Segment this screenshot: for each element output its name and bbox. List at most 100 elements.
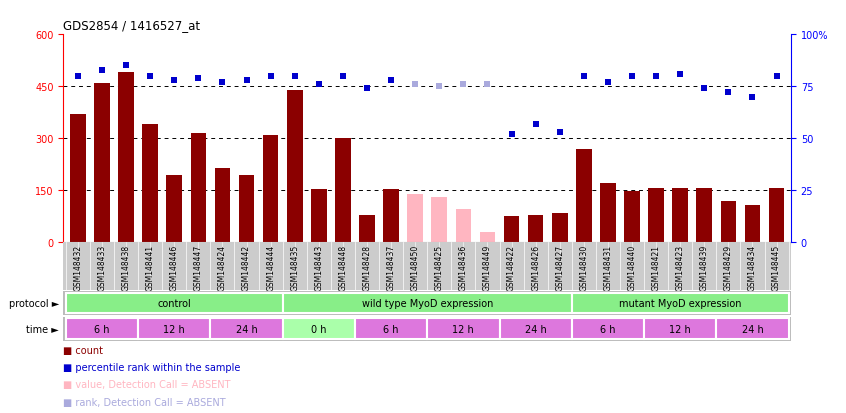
Bar <box>167 176 182 243</box>
Text: GSM148438: GSM148438 <box>122 244 130 290</box>
Point <box>168 78 181 84</box>
Text: 6 h: 6 h <box>94 324 110 334</box>
Text: 6 h: 6 h <box>600 324 616 334</box>
Text: wild type MyoD expression: wild type MyoD expression <box>361 299 493 309</box>
Bar <box>717 319 788 339</box>
Text: GSM148428: GSM148428 <box>362 244 371 290</box>
Point <box>432 84 446 90</box>
Text: GSM148422: GSM148422 <box>507 244 516 290</box>
Text: 24 h: 24 h <box>742 324 763 334</box>
Bar <box>118 73 134 243</box>
Bar <box>190 134 206 243</box>
Text: ■ count: ■ count <box>63 345 103 355</box>
Point <box>505 131 519 138</box>
Point <box>481 82 494 88</box>
Point <box>722 90 735 97</box>
Bar <box>600 184 616 243</box>
Bar <box>572 294 788 313</box>
Point <box>216 80 229 86</box>
Bar <box>408 195 423 243</box>
Text: 12 h: 12 h <box>163 324 185 334</box>
Bar <box>769 188 784 243</box>
Bar <box>287 90 303 243</box>
Text: GSM148432: GSM148432 <box>74 244 82 290</box>
Bar <box>335 139 351 243</box>
Point <box>191 76 205 82</box>
Text: GSM148444: GSM148444 <box>266 244 275 290</box>
Point <box>553 129 567 136</box>
Bar <box>283 294 572 313</box>
Point <box>360 86 374 93</box>
Text: GSM148427: GSM148427 <box>555 244 564 290</box>
Text: GSM148442: GSM148442 <box>242 244 251 290</box>
Text: protocol ►: protocol ► <box>9 299 59 309</box>
Bar <box>503 217 519 243</box>
Bar <box>431 198 447 243</box>
Bar <box>576 150 591 243</box>
Bar <box>66 319 138 339</box>
Bar <box>239 176 255 243</box>
Point <box>336 74 349 80</box>
Text: GSM148434: GSM148434 <box>748 244 757 290</box>
Point <box>745 94 759 101</box>
Point <box>409 82 422 88</box>
Point <box>264 74 277 80</box>
Bar <box>455 210 471 243</box>
Text: GSM148421: GSM148421 <box>651 244 661 290</box>
Point <box>96 67 109 74</box>
Point <box>529 121 542 128</box>
Text: GSM148440: GSM148440 <box>628 244 636 290</box>
Text: GSM148435: GSM148435 <box>290 244 299 290</box>
Bar <box>383 189 399 243</box>
Bar <box>499 319 572 339</box>
Text: control: control <box>157 299 191 309</box>
Point <box>770 74 783 80</box>
Point <box>650 74 663 80</box>
Text: time ►: time ► <box>26 324 59 334</box>
Bar <box>138 319 211 339</box>
Point <box>384 78 398 84</box>
Text: GDS2854 / 1416527_at: GDS2854 / 1416527_at <box>63 19 201 32</box>
Bar <box>66 294 283 313</box>
Text: GSM148437: GSM148437 <box>387 244 396 290</box>
Bar <box>142 125 158 243</box>
Point <box>697 86 711 93</box>
Point <box>119 63 133 69</box>
Text: GSM148433: GSM148433 <box>97 244 107 290</box>
Text: GSM148450: GSM148450 <box>410 244 420 290</box>
Text: GSM148449: GSM148449 <box>483 244 492 290</box>
Text: GSM148431: GSM148431 <box>603 244 613 290</box>
Text: 12 h: 12 h <box>669 324 691 334</box>
Bar <box>721 201 736 243</box>
Text: GSM148448: GSM148448 <box>338 244 348 290</box>
Bar <box>263 135 278 243</box>
Text: 12 h: 12 h <box>453 324 475 334</box>
Text: 24 h: 24 h <box>525 324 547 334</box>
Point <box>577 74 591 80</box>
Bar <box>673 188 688 243</box>
Text: GSM148423: GSM148423 <box>676 244 684 290</box>
Text: GSM148439: GSM148439 <box>700 244 709 290</box>
Bar <box>283 319 355 339</box>
Bar <box>360 215 375 243</box>
Bar <box>644 319 717 339</box>
Bar <box>215 169 230 243</box>
Bar <box>311 189 327 243</box>
Bar <box>528 215 543 243</box>
Text: GSM148447: GSM148447 <box>194 244 203 290</box>
Text: GSM148443: GSM148443 <box>315 244 323 290</box>
Point <box>288 74 301 80</box>
Bar <box>480 233 495 243</box>
Text: GSM148445: GSM148445 <box>772 244 781 290</box>
Text: mutant MyoD expression: mutant MyoD expression <box>619 299 741 309</box>
Text: GSM148429: GSM148429 <box>724 244 733 290</box>
Text: GSM148424: GSM148424 <box>218 244 227 290</box>
Text: GSM148425: GSM148425 <box>435 244 444 290</box>
Bar <box>552 214 568 243</box>
Point <box>602 80 615 86</box>
Bar <box>696 188 712 243</box>
Text: GSM148436: GSM148436 <box>459 244 468 290</box>
Point <box>71 74 85 80</box>
Point <box>457 82 470 88</box>
Point <box>144 74 157 80</box>
